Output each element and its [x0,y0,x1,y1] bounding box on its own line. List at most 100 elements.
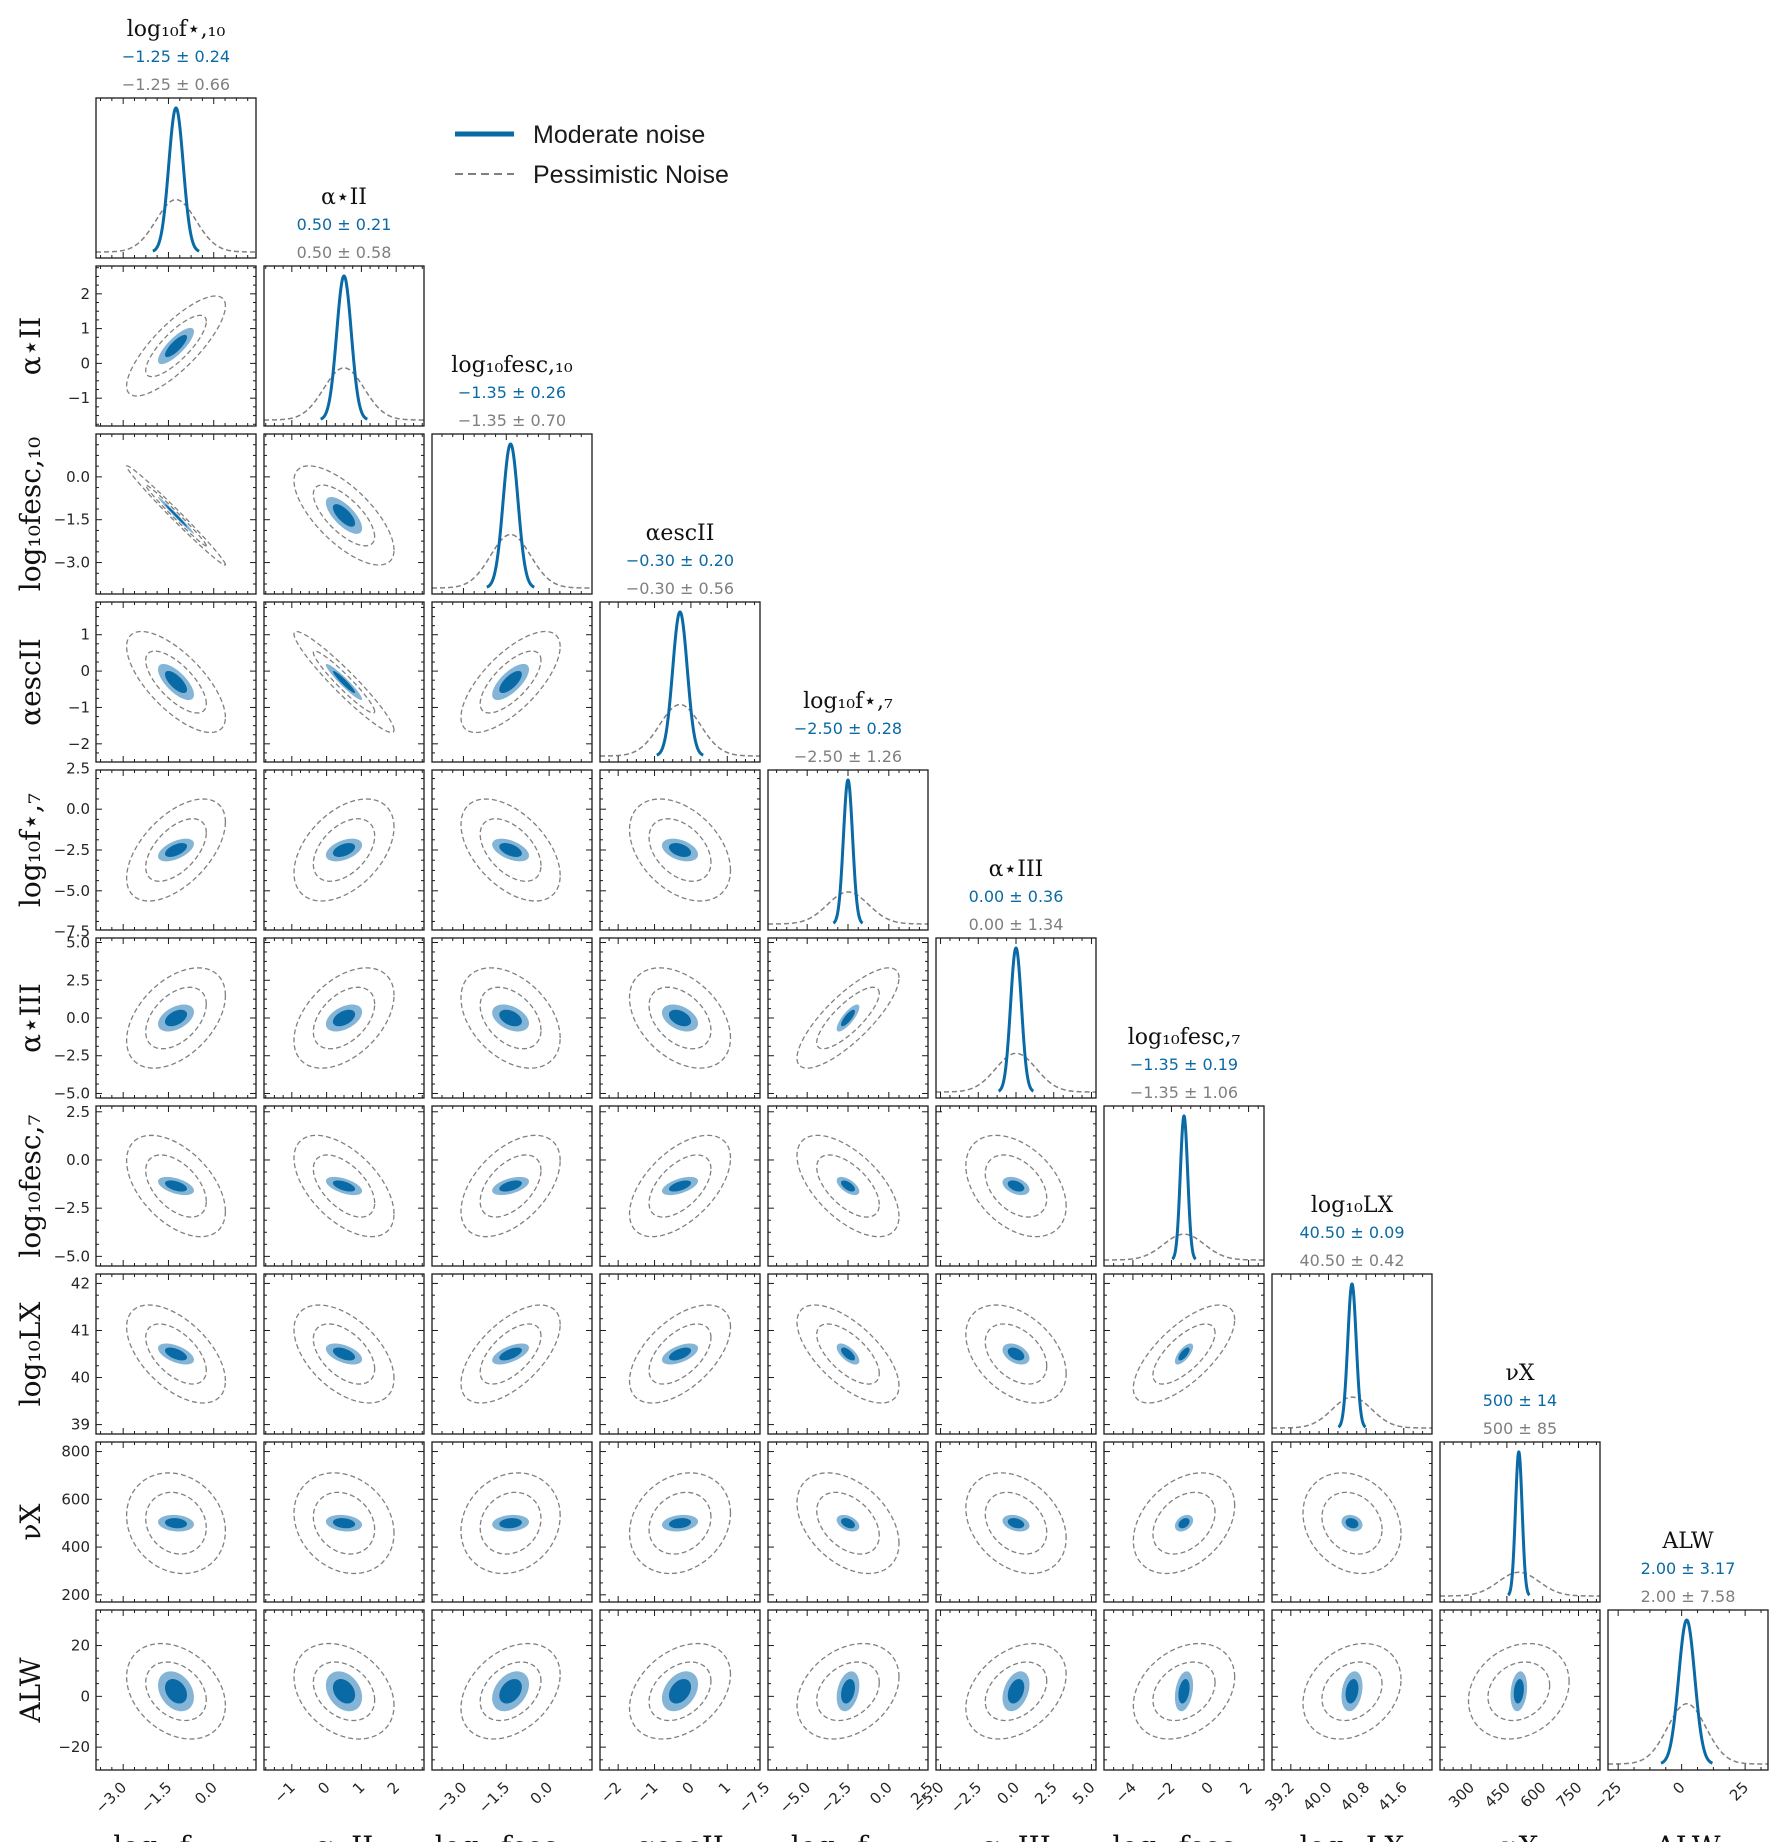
panel-frame [95,1609,257,1771]
panel-content [1272,1282,1432,1429]
panel-5-2 [431,937,593,1099]
contour-moderate-1 [668,1518,692,1529]
contour-moderate-1 [499,1347,522,1361]
y-tick-label: −7.5 [54,923,90,941]
panel-7-1 [263,1273,425,1435]
panel-4-1 [263,769,425,931]
contour-pessimistic-2 [125,630,227,734]
panel-content [1608,1618,1768,1765]
panel-content [965,1134,1067,1238]
contour-pessimistic-1 [816,1491,880,1555]
y-tick-label: 0 [80,1687,90,1705]
panel-content [965,1304,1067,1404]
contour-pessimistic-1 [984,1154,1048,1218]
contour-pessimistic-2 [293,1472,395,1575]
panel-4-0: −7.5 −5.0 −2.5 0.0 2.5 log₁₀f⋆,₇ [14,759,257,941]
marginal-moderate [997,946,1035,1093]
contour-pessimistic-1 [145,1661,207,1722]
panel-content [936,946,1096,1093]
contour-pessimistic-1 [479,818,542,882]
panel-content [796,1472,900,1575]
y-tick-label: 2.5 [66,971,90,989]
panel-frame [431,601,593,763]
contour-moderate-1 [332,843,356,857]
panel-frame [431,1441,593,1603]
y-tick-label: 39 [71,1416,90,1434]
contour-pessimistic-1 [479,1661,542,1722]
x-axis-label-8: νX [1502,1830,1539,1842]
contour-moderate-1 [499,1180,522,1192]
contour-moderate-1 [499,843,522,857]
contour-pessimistic-2 [796,967,900,1069]
title-8: νX [1505,1361,1534,1386]
panel-content [125,295,227,397]
panel-frame [1271,1441,1433,1603]
contour-moderate-1 [1178,1679,1190,1704]
panel-content [460,1472,561,1575]
panel-content [628,967,732,1069]
y-tick-label: 1 [80,320,90,338]
contour-pessimistic-2 [125,1134,227,1238]
title-moderate-9: 2.00 ± 3.17 [1641,1559,1736,1578]
title-3: αescII [646,521,715,546]
x-axis-label-2: log₁₀fesc,₁₀ [435,1830,590,1842]
panel-7-3 [599,1273,761,1435]
y-tick-label: 800 [61,1443,90,1461]
contour-moderate-1 [164,1518,188,1529]
contour-pessimistic-1 [816,1661,880,1722]
y-tick-label: −2 [68,735,90,753]
y-axis-label-9: ALW [14,1657,47,1723]
panel-content [293,967,395,1069]
y-tick-label: 2.5 [66,1103,90,1121]
panel-content [768,778,928,925]
marginal-pessimistic [264,367,424,421]
legend: Moderate noise Pessimistic Noise [455,121,729,189]
title-pessimistic-6: −1.35 ± 1.06 [1130,1083,1238,1102]
contour-pessimistic-1 [479,1154,542,1218]
contour-pessimistic-1 [479,1323,542,1385]
contour-pessimistic-1 [145,650,207,714]
panel-content [1132,1304,1236,1404]
marginal-moderate [1507,1450,1531,1597]
y-tick-label: 200 [61,1586,90,1604]
contour-pessimistic-2 [1302,1472,1402,1575]
y-tick-label: 20 [71,1637,90,1655]
panel-frame [431,1105,593,1267]
contour-pessimistic-1 [312,650,376,714]
panel-frame [1103,1609,1265,1771]
contour-pessimistic-1 [479,650,542,714]
contour-pessimistic-2 [460,798,561,902]
panel-frame [1439,1609,1601,1771]
contour-pessimistic-2 [628,1472,732,1575]
panel-content [125,1134,227,1238]
contour-moderate-1 [668,1679,692,1704]
panel-content [125,1472,227,1575]
x-axis-label-9: ALW [1654,1830,1720,1842]
contour-moderate-1 [841,1180,855,1192]
contour-pessimistic-2 [125,1304,227,1404]
y-axis-label-1: α⋆II [14,317,47,376]
contour-moderate-1 [164,670,188,694]
contour-pessimistic-2 [293,630,395,734]
contour-pessimistic-2 [293,798,395,902]
panel-content [1302,1642,1402,1740]
contour-moderate-1 [164,334,188,358]
panel-content [965,1642,1067,1740]
panel-2-2: log₁₀fesc,₁₀ −1.35 ± 0.26 −1.35 ± 0.70 [431,353,593,595]
panel-frame [95,433,257,595]
contour-pessimistic-1 [1152,1491,1216,1555]
panel-frame [1607,1609,1769,1771]
marginal-moderate [320,274,368,421]
panel-8-0: 200 400 600 800 νX [14,1441,257,1604]
contour-moderate-1 [499,1679,522,1704]
title-1: α⋆II [321,185,367,210]
y-tick-label: 40 [71,1369,90,1387]
title-pessimistic-2: −1.35 ± 0.70 [458,411,566,430]
panel-content [1440,1450,1600,1597]
contour-pessimistic-2 [125,295,227,397]
contour-pessimistic-2 [1132,1304,1236,1404]
title-pessimistic-0: −1.25 ± 0.66 [122,75,230,94]
panel-content [796,1304,900,1404]
panel-content [460,1304,561,1404]
